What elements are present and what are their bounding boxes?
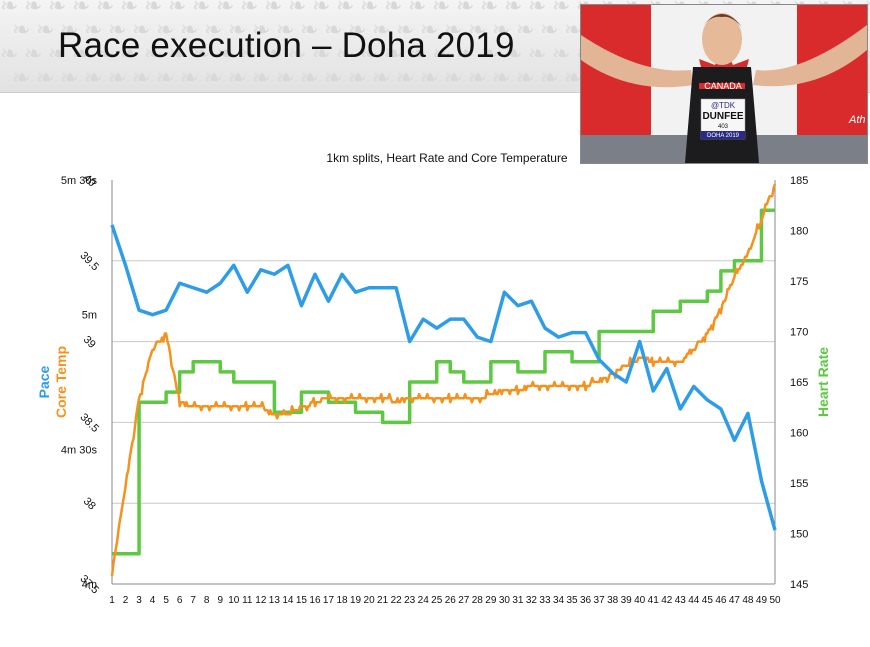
pace-tick-label: 5m [82, 310, 97, 322]
x-tick-label: 35 [566, 595, 578, 606]
x-tick-label: 1 [109, 595, 115, 606]
x-tick-label: 37 [594, 595, 606, 606]
x-tick-label: 44 [688, 595, 700, 606]
pace-tick-label: 4m 30s [61, 444, 98, 456]
pace-series-line [112, 225, 775, 530]
x-tick-label: 45 [702, 595, 714, 606]
x-tick-label: 22 [391, 595, 403, 606]
x-tick-label: 16 [309, 595, 321, 606]
x-tick-label: 30 [499, 595, 511, 606]
x-tick-label: 4 [150, 595, 156, 606]
hr-tick-label: 160 [790, 428, 808, 440]
temp-tick-label: 38 [81, 495, 98, 512]
x-tick-label: 39 [621, 595, 633, 606]
x-tick-label: 12 [255, 595, 267, 606]
temp-tick-label: 39.5 [77, 250, 101, 274]
x-tick-label: 50 [769, 595, 781, 606]
x-tick-label: 41 [648, 595, 660, 606]
x-tick-label: 14 [282, 595, 294, 606]
x-tick-label: 48 [742, 595, 754, 606]
temp-tick-label: 38.5 [77, 411, 101, 435]
x-tick-label: 28 [472, 595, 484, 606]
x-tick-label: 5 [163, 595, 169, 606]
x-tick-label: 8 [204, 595, 210, 606]
x-tick-label: 19 [350, 595, 362, 606]
x-tick-label: 9 [217, 595, 223, 606]
x-tick-label: 40 [634, 595, 646, 606]
hr-tick-label: 145 [790, 579, 808, 591]
x-tick-label: 11 [242, 595, 253, 606]
x-tick-label: 23 [404, 595, 416, 606]
hr-tick-label: 155 [790, 478, 808, 490]
x-tick-label: 26 [445, 595, 457, 606]
heart-rate-series-line [112, 210, 775, 553]
hr-tick-label: 175 [790, 276, 808, 288]
x-tick-label: 42 [661, 595, 673, 606]
x-tick-label: 20 [364, 595, 376, 606]
x-tick-label: 17 [323, 595, 335, 606]
x-tick-label: 31 [512, 595, 524, 606]
x-tick-label: 7 [190, 595, 196, 606]
x-tick-label: 13 [269, 595, 281, 606]
x-tick-label: 32 [526, 595, 538, 606]
x-tick-label: 3 [136, 595, 142, 606]
x-tick-label: 38 [607, 595, 619, 606]
x-tick-label: 27 [458, 595, 470, 606]
hr-tick-label: 185 [790, 175, 808, 187]
temp-tick-label: 37.5 [77, 573, 101, 597]
x-tick-label: 25 [431, 595, 443, 606]
x-tick-label: 49 [756, 595, 768, 606]
x-tick-label: 21 [377, 595, 389, 606]
x-tick-label: 29 [485, 595, 497, 606]
x-tick-label: 47 [729, 595, 741, 606]
x-tick-label: 33 [539, 595, 551, 606]
temp-axis-label: Core Temp [53, 346, 69, 418]
x-tick-label: 43 [675, 595, 687, 606]
x-tick-label: 18 [336, 595, 348, 606]
hr-tick-label: 180 [790, 226, 808, 238]
x-tick-label: 2 [123, 595, 129, 606]
pace-axis-label: Pace [36, 365, 52, 398]
hr-tick-label: 165 [790, 377, 808, 389]
core-temp-series-line [112, 184, 775, 576]
chart-title: 1km splits, Heart Rate and Core Temperat… [326, 151, 568, 165]
hr-axis-label: Heart Rate [815, 347, 831, 417]
temp-tick-label: 39 [81, 334, 98, 351]
hr-tick-label: 170 [790, 327, 808, 339]
x-tick-label: 15 [296, 595, 308, 606]
x-tick-label: 46 [715, 595, 727, 606]
x-tick-label: 24 [418, 595, 430, 606]
x-tick-label: 34 [553, 595, 565, 606]
hr-tick-label: 150 [790, 529, 808, 541]
x-tick-label: 10 [228, 595, 240, 606]
x-tick-label: 6 [177, 595, 183, 606]
x-tick-label: 36 [580, 595, 592, 606]
